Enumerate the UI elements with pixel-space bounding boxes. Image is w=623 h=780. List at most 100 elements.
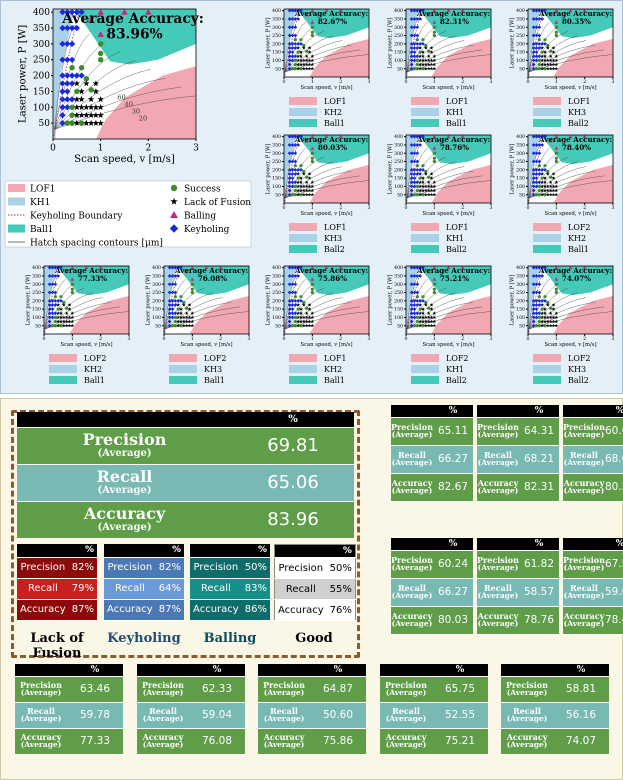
success-marker xyxy=(296,307,300,311)
lack-of-fusion-marker xyxy=(61,319,66,324)
keyholing-marker xyxy=(409,143,414,147)
success-marker xyxy=(554,156,558,160)
subplot-legend: LOF1 xyxy=(289,97,347,106)
keyholing-marker xyxy=(409,184,414,189)
balling-marker xyxy=(204,265,209,270)
x-tick-label: 3 xyxy=(490,336,493,342)
keyholing-marker xyxy=(50,307,55,312)
lack-of-fusion-marker xyxy=(92,119,100,126)
lack-of-fusion-region xyxy=(553,295,613,334)
success-marker xyxy=(310,151,314,155)
metric-name: Precision xyxy=(391,554,433,565)
table-header-row: % xyxy=(477,538,559,551)
y-tick-label: 350 xyxy=(272,274,281,280)
metric-label: Recall (Average) xyxy=(477,578,519,607)
y-tick-label: 350 xyxy=(272,143,281,149)
keyholing-boundary xyxy=(406,265,422,333)
success-marker xyxy=(293,38,297,42)
keyholing-marker xyxy=(173,282,178,287)
metric-row: Recall (Average) 66.27 xyxy=(391,578,473,607)
keyholing-marker xyxy=(534,303,539,307)
success-marker xyxy=(190,282,194,286)
keyholing-marker xyxy=(409,176,414,181)
success-marker xyxy=(299,38,303,42)
metric-value: 83% xyxy=(241,578,270,600)
subplot-legend: KH1 xyxy=(411,234,464,243)
run-metrics-table: %Precision(Average)67.52Recall(Average)5… xyxy=(563,538,623,635)
metric-name: Accuracy xyxy=(391,477,433,488)
metric-label: Precision xyxy=(274,557,327,579)
subplot-legend: Ball1 xyxy=(411,119,467,128)
run-metrics-table: % Precision (Average) 61.82 Recall (Average) 5… xyxy=(477,538,559,635)
lack-of-fusion-marker xyxy=(92,88,100,95)
keyholing-marker xyxy=(409,151,414,156)
success-marker xyxy=(432,156,436,160)
legend-label: LOF2 xyxy=(84,354,107,363)
keyholing-marker xyxy=(299,134,303,139)
keyholing-marker xyxy=(409,311,414,316)
keyholing-marker xyxy=(412,25,417,30)
metric-sub: (Average) xyxy=(142,688,184,698)
subplot-legend: KH3 xyxy=(533,108,586,117)
lack-of-fusion-marker xyxy=(310,188,315,193)
lack-of-fusion-marker xyxy=(296,172,301,176)
metric-value: 74.07 xyxy=(553,728,609,755)
lack-of-fusion-marker xyxy=(301,46,306,50)
keyholing-boundary xyxy=(284,265,300,333)
legend-label: Ball1 xyxy=(30,225,53,235)
metric-name: Recall xyxy=(27,705,55,716)
keyholing-marker xyxy=(53,303,58,307)
lack-of-fusion-marker xyxy=(423,66,428,71)
keyholing-marker xyxy=(170,303,175,307)
y-tick-label: 100 xyxy=(516,58,525,64)
x-axis-label: Scan speed, v [m/s] xyxy=(544,342,596,348)
success-marker xyxy=(432,287,436,291)
success-marker xyxy=(302,300,306,305)
success-marker xyxy=(554,159,558,164)
y-tick-label: 200 xyxy=(272,298,281,304)
lack-of-fusion-marker xyxy=(304,319,309,324)
lack-of-fusion-marker xyxy=(97,119,104,126)
legend-label: LOF2 xyxy=(568,354,591,363)
metric-row: Accuracy(Average)78.40 xyxy=(563,606,623,635)
keyholing-marker xyxy=(53,265,58,270)
table-header-row: % xyxy=(563,538,623,551)
lack-of-fusion-marker xyxy=(304,184,309,188)
legend-label: Ball2 xyxy=(446,376,467,385)
keyholing-marker xyxy=(167,298,172,303)
balling-marker xyxy=(324,134,329,139)
keyholing-marker xyxy=(47,319,52,324)
keyholing-marker xyxy=(170,274,175,278)
lack-of-fusion-marker xyxy=(429,323,434,328)
metric-label: Precision (Average) xyxy=(563,417,605,446)
metric-sub: (Average) xyxy=(385,688,427,698)
keyholing-marker xyxy=(534,290,539,295)
success-marker xyxy=(78,64,85,71)
success-marker xyxy=(290,193,295,197)
metric-sub: (Average) xyxy=(506,740,548,750)
x-tick-label: 2 xyxy=(339,336,342,342)
x-axis-label: Scan speed, v [m/s] xyxy=(180,342,232,348)
lack-of-fusion-marker xyxy=(56,311,61,315)
metric-sub: (Average) xyxy=(563,619,605,629)
legend-label: LOF2 xyxy=(446,354,469,363)
y-tick-label: 350 xyxy=(33,24,50,34)
keyholing-marker xyxy=(290,298,295,303)
accuracy-title: Average Accuracy: xyxy=(416,9,490,18)
accuracy-value: 75.21% xyxy=(440,274,469,283)
y-tick-label: 350 xyxy=(32,274,41,280)
plot-frame xyxy=(163,265,250,335)
balling-marker xyxy=(548,269,553,274)
legend-label: LOF1 xyxy=(324,354,347,363)
keyholing-marker xyxy=(170,282,175,287)
keyholing-marker xyxy=(421,134,425,139)
metric-value: 87% xyxy=(68,599,97,621)
y-tick-label: 350 xyxy=(394,143,403,149)
y-tick-label: 150 xyxy=(272,307,281,313)
metric-name: Accuracy xyxy=(142,731,184,742)
keyholing-marker xyxy=(409,303,414,307)
lack-of-fusion-marker xyxy=(426,66,431,71)
metric-value: 87% xyxy=(155,599,184,621)
lack-of-fusion-marker xyxy=(548,188,553,193)
lack-of-fusion-marker xyxy=(296,54,301,58)
